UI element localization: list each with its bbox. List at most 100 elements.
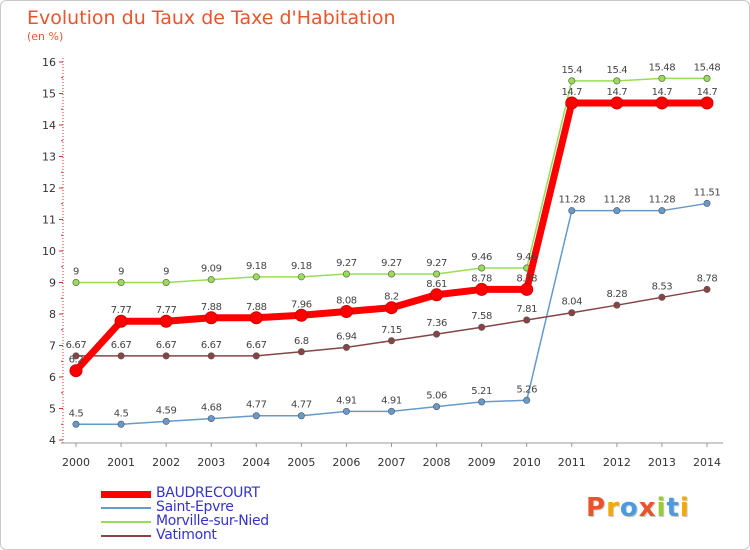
data-point xyxy=(610,96,624,110)
data-point xyxy=(162,352,170,360)
data-label: 14.7 xyxy=(652,87,673,98)
data-label: 8.78 xyxy=(516,273,537,284)
data-label: 9.27 xyxy=(426,258,447,269)
data-point xyxy=(613,77,621,85)
data-point xyxy=(430,288,444,302)
data-label: 8.78 xyxy=(697,273,718,284)
data-point xyxy=(387,407,395,415)
data-label: 5.21 xyxy=(471,386,492,397)
data-point xyxy=(294,308,308,322)
data-label: 8.28 xyxy=(607,289,628,300)
data-point xyxy=(249,311,263,325)
data-point xyxy=(433,403,441,411)
x-tick-label: 2004 xyxy=(242,456,270,469)
data-label: 6.67 xyxy=(246,340,267,351)
x-tick-label: 2003 xyxy=(197,456,225,469)
y-tick-label: 13 xyxy=(42,151,56,164)
data-label: 7.77 xyxy=(111,305,132,316)
data-label: 15.4 xyxy=(607,65,628,76)
data-label: 4.5 xyxy=(114,408,129,419)
chart-legend: BAUDRECOURT Saint-Epvre Morville-sur-Nied V… xyxy=(101,485,361,543)
data-label: 6.67 xyxy=(66,340,87,351)
data-label: 14.7 xyxy=(607,87,628,98)
data-label: 4.59 xyxy=(156,405,177,416)
data-label: 6.67 xyxy=(201,340,222,351)
data-point xyxy=(297,412,305,420)
legend-label: BAUDRECOURT xyxy=(156,485,260,501)
data-label: 9.27 xyxy=(381,258,402,269)
data-label: 7.96 xyxy=(291,299,312,310)
data-label: 4.77 xyxy=(246,400,267,411)
data-label: 7.81 xyxy=(516,304,537,315)
data-label: 11.28 xyxy=(604,195,631,206)
logo-letter: i xyxy=(656,493,667,523)
x-tick-label: 2007 xyxy=(378,456,406,469)
data-point xyxy=(72,420,80,428)
data-label: 8.04 xyxy=(561,297,582,308)
legend-item: Morville-sur-Nied xyxy=(101,513,361,529)
x-tick-label: 2005 xyxy=(287,456,315,469)
data-point xyxy=(207,352,215,360)
data-point xyxy=(387,270,395,278)
data-point xyxy=(613,301,621,309)
data-label: 8.61 xyxy=(426,279,447,290)
data-point xyxy=(475,282,489,296)
data-point xyxy=(385,301,398,315)
data-label: 9.27 xyxy=(336,258,357,269)
logo-letter: o xyxy=(619,493,639,523)
y-tick-label: 6 xyxy=(49,371,56,384)
data-label: 6.67 xyxy=(111,340,132,351)
y-tick-label: 4 xyxy=(49,434,56,447)
data-point xyxy=(162,417,170,425)
data-point xyxy=(297,348,305,356)
data-label: 9.46 xyxy=(516,252,537,263)
y-tick-label: 14 xyxy=(42,119,56,132)
data-label: 11.28 xyxy=(649,195,676,206)
data-label: 5.26 xyxy=(516,384,537,395)
x-tick-label: 2012 xyxy=(603,456,631,469)
data-point xyxy=(117,352,125,360)
data-label: 7.36 xyxy=(426,318,447,329)
data-label: 8.53 xyxy=(652,281,673,292)
y-tick-label: 5 xyxy=(49,403,56,416)
data-point xyxy=(655,96,669,110)
data-label: 5.06 xyxy=(426,391,447,402)
data-label: 7.77 xyxy=(156,305,177,316)
legend-swatch xyxy=(101,490,151,498)
x-tick-label: 2001 xyxy=(107,456,135,469)
y-tick-label: 7 xyxy=(49,340,56,353)
data-label: 4.5 xyxy=(69,408,84,419)
legend-item: Vatimont xyxy=(101,527,361,543)
data-point xyxy=(114,314,128,328)
data-label: 6.67 xyxy=(156,340,177,351)
legend-swatch xyxy=(101,521,151,523)
y-tick-label: 12 xyxy=(42,182,56,195)
legend-label: Morville-sur-Nied xyxy=(156,513,269,529)
x-tick-label: 2008 xyxy=(423,456,451,469)
data-point xyxy=(658,207,666,215)
data-label: 7.58 xyxy=(471,311,492,322)
data-label: 11.28 xyxy=(558,195,585,206)
data-label: 9 xyxy=(73,267,79,278)
data-point xyxy=(478,398,486,406)
data-label: 7.88 xyxy=(246,302,267,313)
data-point xyxy=(204,311,218,325)
data-point xyxy=(72,352,80,360)
series-line-morville-sur-nied xyxy=(75,77,708,284)
data-label: 7.15 xyxy=(381,325,402,336)
y-tick-label: 15 xyxy=(42,88,56,101)
data-label: 6.8 xyxy=(294,336,309,347)
y-tick-label: 9 xyxy=(49,277,56,290)
data-label: 15.48 xyxy=(649,62,676,73)
y-tick-label: 11 xyxy=(42,214,56,227)
data-point xyxy=(703,74,711,82)
data-label: 7.88 xyxy=(201,302,222,313)
data-point xyxy=(565,96,579,110)
data-point xyxy=(520,282,534,296)
data-label: 15.48 xyxy=(694,62,721,73)
data-point xyxy=(613,207,621,215)
legend-item: BAUDRECOURT xyxy=(101,485,361,501)
logo-letter: i xyxy=(679,493,690,523)
data-label: 8.78 xyxy=(471,273,492,284)
